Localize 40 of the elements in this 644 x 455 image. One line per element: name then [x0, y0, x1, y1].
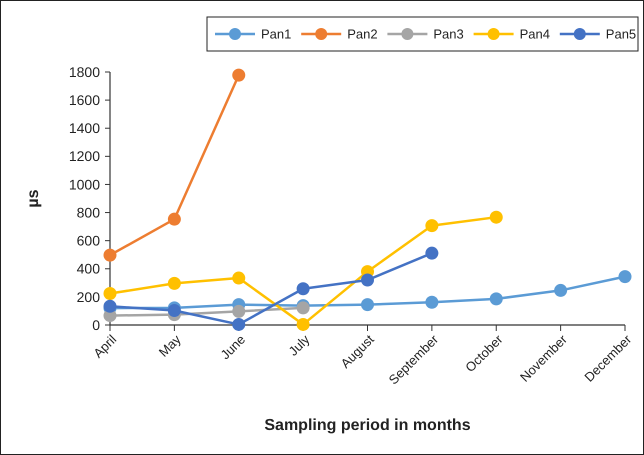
- legend-label: Pan3: [433, 26, 464, 42]
- point: [490, 292, 503, 306]
- y-tick-label: 600: [76, 232, 100, 249]
- point: [168, 276, 181, 290]
- point: [618, 270, 632, 284]
- x-tick-label: June: [218, 332, 248, 362]
- point: [296, 282, 310, 296]
- legend-label: Pan5: [606, 26, 636, 42]
- point: [361, 274, 374, 287]
- y-tick-label: 1600: [68, 92, 100, 108]
- point: [425, 219, 438, 232]
- point: [168, 212, 181, 226]
- y-tick-label: 1000: [68, 176, 100, 192]
- x-axis-title: Sampling period in months: [264, 417, 471, 434]
- point: [232, 272, 246, 285]
- x-tick-label: May: [156, 331, 184, 360]
- point: [296, 318, 310, 331]
- point: [425, 246, 438, 260]
- point: [361, 298, 374, 312]
- y-tick-label: 400: [76, 260, 100, 277]
- point: [232, 318, 246, 331]
- point: [554, 284, 568, 297]
- point: [490, 210, 503, 224]
- point: [104, 287, 116, 300]
- point: [232, 68, 246, 82]
- point: [425, 296, 438, 309]
- point: [232, 304, 246, 318]
- legend-label: Pan1: [261, 26, 292, 42]
- y-tick-label: 800: [76, 204, 100, 220]
- x-tick-label: July: [286, 331, 313, 359]
- y-tick-label: 1800: [68, 64, 100, 80]
- y-tick-label: 0: [92, 316, 100, 333]
- y-axis-title: µs: [25, 189, 42, 208]
- y-tick-label: 200: [76, 288, 100, 305]
- y-tick-label: 1400: [68, 120, 100, 136]
- point: [104, 248, 116, 262]
- legend-label: Pan2: [347, 26, 378, 42]
- point: [168, 304, 181, 318]
- legend-label: Pan4: [520, 26, 550, 42]
- y-tick-label: 1200: [68, 148, 100, 164]
